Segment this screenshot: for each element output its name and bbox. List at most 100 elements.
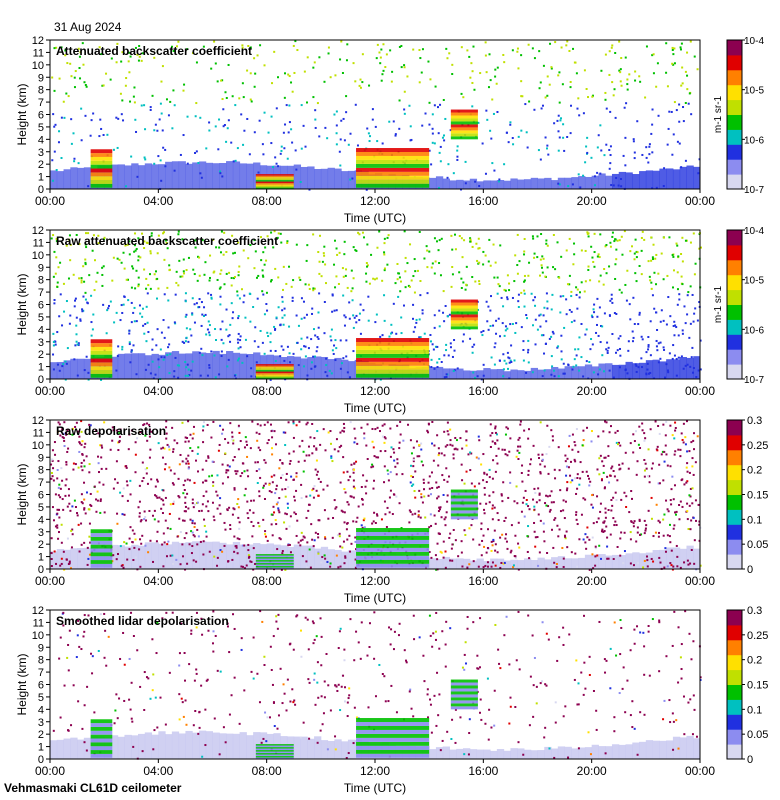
noise-cell [438, 693, 441, 696]
noise-cell [227, 560, 230, 563]
noise-cell [517, 542, 520, 545]
noise-cell [436, 361, 439, 364]
noise-cell [696, 68, 699, 71]
noise-cell [78, 441, 81, 444]
noise-cell [643, 673, 646, 676]
boundary-layer-cell [124, 734, 132, 759]
noise-cell [141, 232, 144, 235]
noise-cell [347, 479, 350, 482]
noise-cell [341, 546, 344, 549]
noise-cell [294, 149, 297, 152]
noise-cell [353, 316, 356, 319]
noise-cell [74, 297, 77, 300]
noise-cell [349, 550, 352, 553]
noise-cell [412, 48, 415, 51]
noise-cell [67, 447, 70, 450]
noise-cell [274, 328, 277, 331]
cloud-cell [450, 510, 478, 514]
noise-cell [127, 278, 130, 281]
noise-cell [610, 499, 613, 502]
noise-cell [515, 455, 518, 458]
noise-cell [236, 290, 239, 293]
noise-cell [74, 299, 77, 302]
y-tick-label: 4 [38, 134, 44, 146]
noise-cell [546, 495, 549, 498]
noise-cell [627, 340, 630, 343]
colorbar-segment [727, 514, 742, 518]
noise-cell [334, 735, 337, 738]
noise-cell [411, 513, 414, 516]
noise-cell [159, 696, 162, 699]
noise-cell [573, 358, 576, 361]
noise-cell [559, 295, 562, 298]
noise-cell [127, 448, 130, 451]
noise-cell [509, 481, 512, 484]
noise-cell [645, 156, 648, 159]
noise-cell [184, 505, 187, 508]
noise-cell [53, 298, 56, 301]
boundary-layer-cell [165, 352, 173, 379]
noise-cell [413, 291, 416, 294]
noise-cell [690, 519, 693, 522]
noise-cell [230, 284, 233, 287]
noise-cell [557, 130, 560, 133]
noise-cell [434, 85, 437, 88]
noise-cell [220, 230, 223, 233]
noise-cell [263, 352, 266, 355]
noise-cell [243, 494, 246, 497]
boundary-layer-cell [449, 749, 457, 759]
colorbar-segment [727, 249, 742, 253]
noise-cell [413, 458, 416, 461]
noise-cell [102, 303, 105, 306]
noise-cell [428, 149, 431, 152]
noise-cell [202, 441, 205, 444]
noise-cell [134, 232, 137, 235]
noise-cell [494, 431, 497, 434]
noise-cell [69, 314, 72, 317]
noise-cell [565, 474, 568, 477]
noise-cell [609, 425, 612, 428]
noise-cell [658, 482, 661, 485]
noise-cell [520, 54, 523, 57]
noise-cell [119, 319, 122, 322]
noise-cell [536, 256, 539, 259]
noise-cell [566, 487, 569, 490]
noise-cell [52, 353, 55, 356]
noise-cell [438, 262, 441, 265]
boundary-layer-cell [56, 739, 65, 759]
noise-cell [99, 511, 102, 514]
noise-cell [154, 373, 157, 376]
noise-cell [256, 672, 259, 675]
noise-cell [371, 108, 374, 111]
noise-cell [606, 341, 609, 344]
noise-cell [286, 502, 289, 505]
noise-cell [95, 498, 98, 501]
noise-cell [433, 694, 436, 697]
noise-cell [271, 447, 274, 450]
noise-cell [686, 510, 689, 513]
noise-cell [163, 468, 166, 471]
noise-cell [348, 317, 351, 320]
noise-cell [451, 355, 454, 358]
cloud-cell [450, 115, 478, 119]
noise-cell [284, 495, 287, 498]
noise-cell [578, 369, 581, 372]
noise-cell [694, 307, 697, 310]
noise-cell [553, 375, 556, 378]
noise-cell [682, 106, 685, 109]
noise-cell [579, 186, 582, 189]
boundary-layer-cell [239, 732, 247, 759]
noise-cell [306, 421, 309, 424]
noise-cell [308, 503, 311, 506]
noise-cell [483, 545, 486, 548]
noise-cell [383, 251, 386, 254]
noise-cell [519, 423, 522, 426]
noise-cell [431, 127, 434, 130]
colorbar-segment [727, 319, 742, 323]
noise-cell [195, 560, 198, 563]
colorbar-segment [727, 356, 742, 360]
noise-cell [80, 522, 83, 525]
noise-cell [183, 510, 186, 513]
noise-cell [657, 342, 660, 345]
noise-cell [294, 40, 297, 43]
